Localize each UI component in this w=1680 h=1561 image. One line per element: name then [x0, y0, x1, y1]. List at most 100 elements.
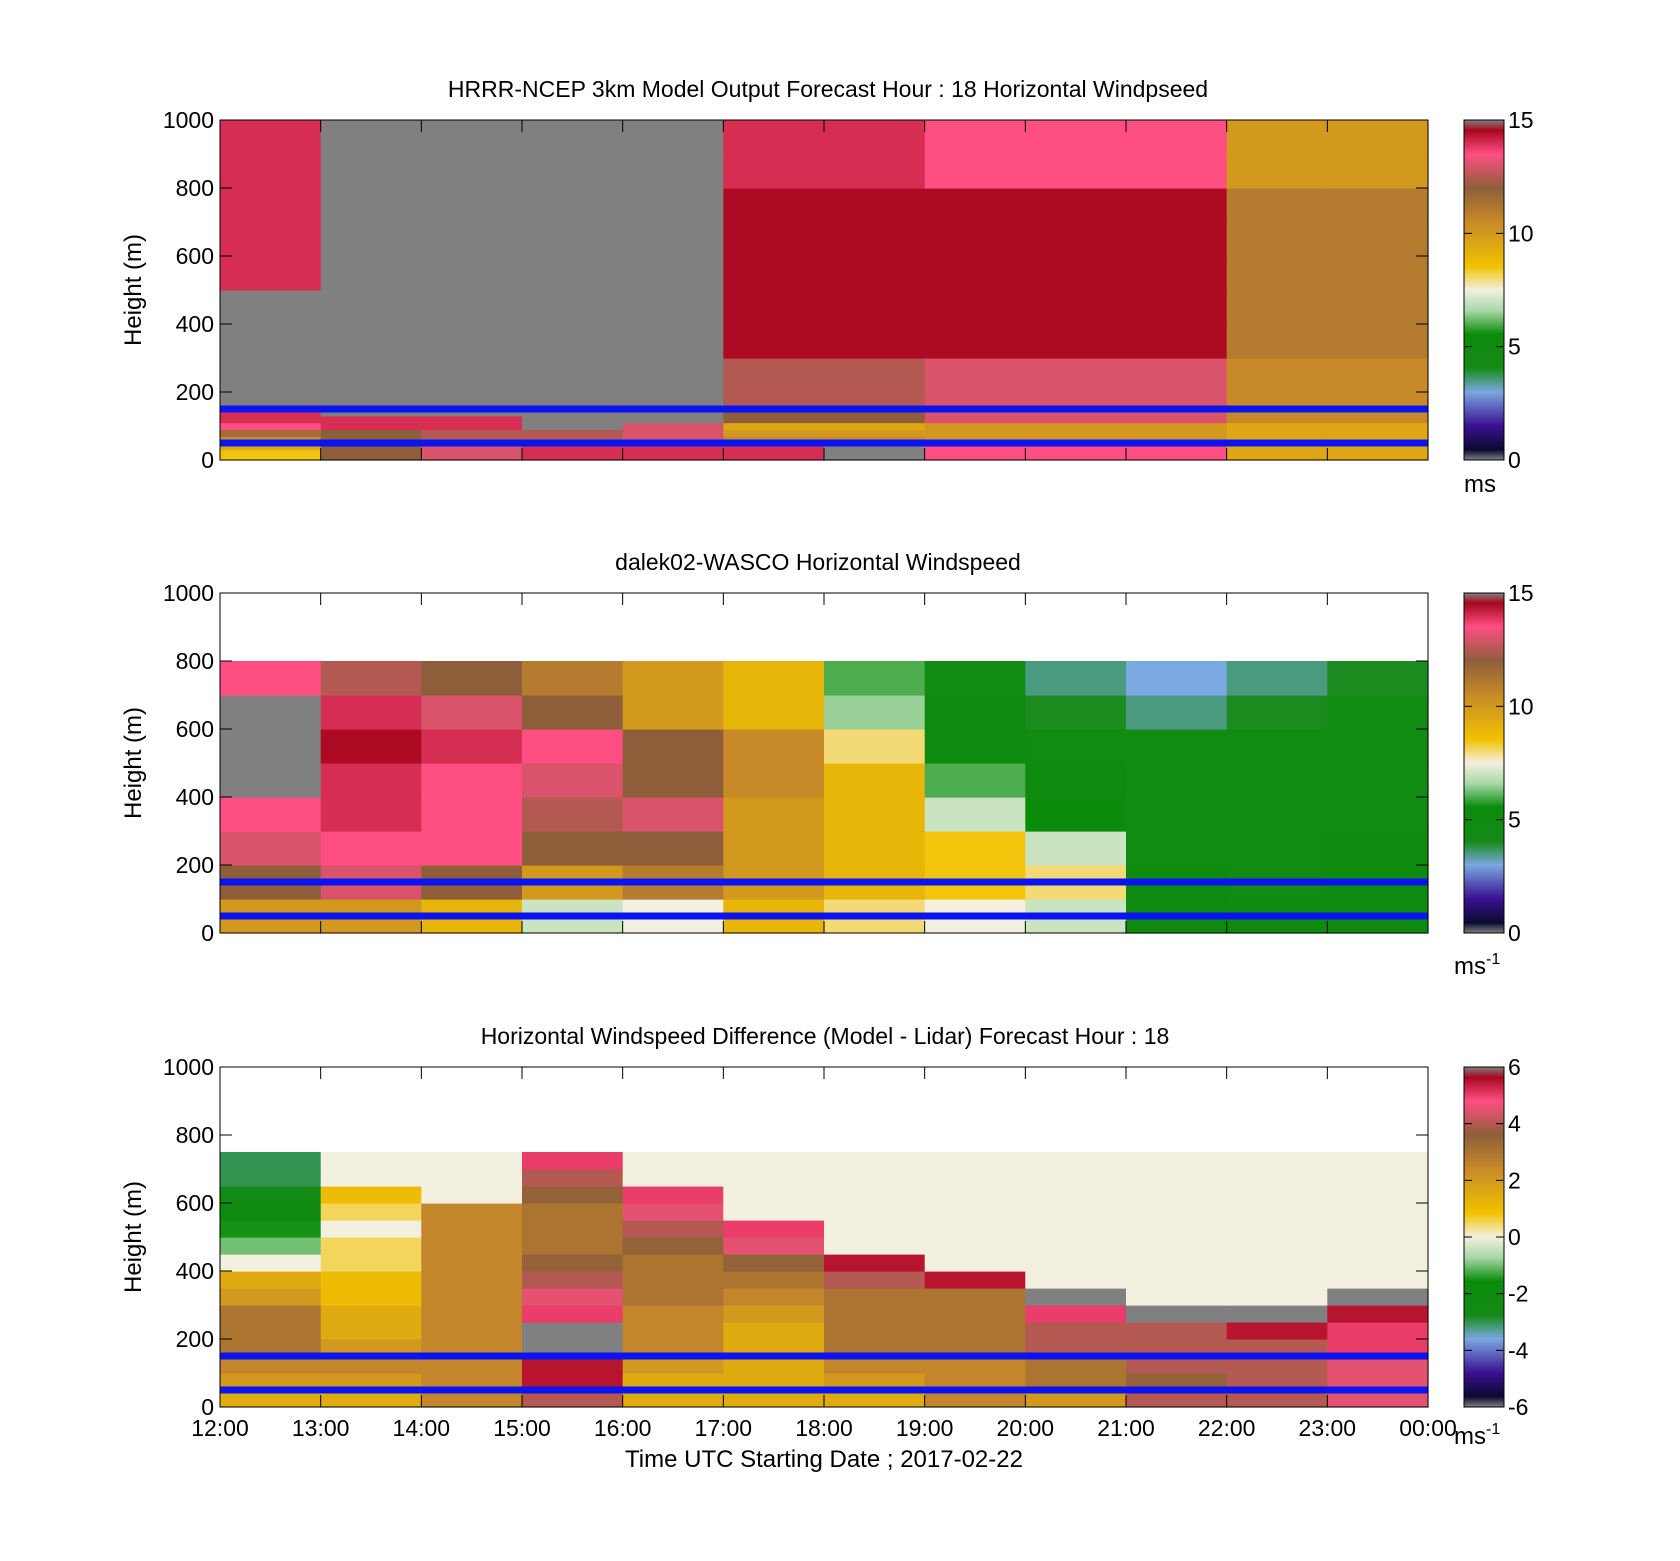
heatmap-cell: [421, 1203, 523, 1221]
heatmap-cell: [1126, 1356, 1228, 1374]
heatmap-cell: [1126, 1152, 1228, 1170]
y-tick-label: 200: [176, 379, 214, 405]
heatmap-cell: [1126, 1271, 1228, 1289]
heatmap-cell: [723, 1203, 825, 1221]
heatmap-cell: [924, 290, 1026, 325]
heatmap-cell: [1226, 120, 1328, 155]
x-tick-label: 18:00: [795, 1415, 853, 1441]
heatmap-cell: [824, 392, 926, 410]
heatmap-cell: [1126, 763, 1228, 798]
heatmap-cell: [1025, 1254, 1127, 1272]
heatmap-cell: [421, 661, 523, 696]
heatmap-cell: [220, 358, 322, 393]
heatmap-cell: [723, 290, 825, 325]
heatmap-cell: [421, 695, 523, 730]
heatmap-cell: [723, 358, 825, 393]
heatmap-cell: [622, 1186, 724, 1204]
heatmap-cell: [924, 1322, 1026, 1340]
y-tick-label: 600: [176, 1190, 214, 1216]
heatmap-cell: [421, 729, 523, 764]
x-tick-label: 19:00: [896, 1415, 954, 1441]
heatmap-cell: [522, 1186, 624, 1204]
heatmap-cell: [320, 188, 422, 223]
heatmap-cell: [1327, 415, 1429, 424]
heatmap-cell: [924, 358, 1026, 393]
heatmap-cell: [421, 1152, 523, 1170]
heatmap-cell: [622, 1254, 724, 1272]
heatmap-cell: [1327, 188, 1429, 223]
heatmap-cell: [1327, 1322, 1429, 1340]
heatmap-cell: [1226, 1152, 1328, 1170]
heatmap-cell: [522, 1390, 624, 1408]
heatmap-cell: [421, 1356, 523, 1374]
colorbar-tick-label: 0: [1508, 1224, 1521, 1250]
heatmap-cell: [522, 409, 624, 417]
heatmap-cell: [1226, 1237, 1328, 1255]
heatmap-cell: [622, 256, 724, 291]
heatmap-cell: [320, 422, 422, 430]
heatmap-cell: [220, 443, 322, 451]
heatmap-cell: [1126, 290, 1228, 325]
heatmap-cell: [1327, 290, 1429, 325]
heatmap-cell: [320, 1373, 422, 1391]
heatmap-cell: [320, 1203, 422, 1221]
heatmap-cell: [622, 290, 724, 325]
heatmap-cell: [723, 1288, 825, 1306]
heatmap-cell: [1126, 256, 1228, 291]
y-tick-label: 0: [201, 920, 214, 946]
heatmap-cell: [924, 695, 1026, 730]
heatmap-cell: [1327, 358, 1429, 393]
heatmap-cell: [320, 443, 422, 451]
heatmap-cell: [824, 429, 926, 437]
heatmap-cell: [220, 256, 322, 291]
heatmap-cell: [1025, 1237, 1127, 1255]
heatmap-cell: [622, 1237, 724, 1255]
heatmap-cell: [1025, 443, 1127, 451]
heatmap-cell: [1126, 422, 1228, 430]
heatmap-cell: [522, 1237, 624, 1255]
heatmap-cell: [1126, 1305, 1228, 1323]
heatmap-cell: [824, 797, 926, 832]
heatmap-cell: [220, 449, 322, 461]
heatmap-cell: [924, 1390, 1026, 1408]
heatmap-cell: [220, 429, 322, 437]
heatmap-cell: [220, 1254, 322, 1272]
y-tick-label: 1000: [163, 580, 214, 606]
heatmap-cell: [622, 154, 724, 189]
heatmap-cell: [1025, 1203, 1127, 1221]
heatmap-cell: [320, 358, 422, 393]
heatmap-cell: [1327, 763, 1429, 798]
heatmap-cell: [1025, 1322, 1127, 1340]
heatmap-cell: [1226, 188, 1328, 223]
heatmap-cell: [622, 729, 724, 764]
heatmap-cell: [924, 449, 1026, 461]
heatmap-cell: [824, 188, 926, 223]
heatmap-cell: [723, 831, 825, 866]
heatmap-cell: [1327, 256, 1429, 291]
heatmap-cell: [320, 661, 422, 696]
heatmap-cell: [723, 1237, 825, 1255]
panel-lidar-ref-lines: [220, 878, 1428, 920]
heatmap-cell: [421, 1339, 523, 1357]
heatmap-cell: [220, 120, 322, 155]
heatmap-cell: [1126, 1203, 1228, 1221]
heatmap-cell: [421, 324, 523, 359]
heatmap-cell: [220, 324, 322, 359]
heatmap-cell: [622, 188, 724, 223]
heatmap-cell: [723, 449, 825, 461]
heatmap-cell: [1226, 1271, 1328, 1289]
heatmap-cell: [824, 409, 926, 417]
heatmap-cell: [824, 1203, 926, 1221]
heatmap-cell: [522, 1220, 624, 1238]
heatmap-cell: [924, 1271, 1026, 1289]
heatmap-cell: [1126, 1254, 1228, 1272]
heatmap-cell: [522, 120, 624, 155]
heatmap-cell: [924, 222, 1026, 257]
heatmap-cell: [1226, 290, 1328, 325]
heatmap-cell: [421, 358, 523, 393]
colorbar-tick-label: -2: [1508, 1281, 1528, 1307]
heatmap-cell: [522, 797, 624, 832]
y-tick-label: 1000: [163, 107, 214, 133]
heatmap-cell: [1025, 222, 1127, 257]
panel-model-ref-lines: [220, 405, 1428, 447]
